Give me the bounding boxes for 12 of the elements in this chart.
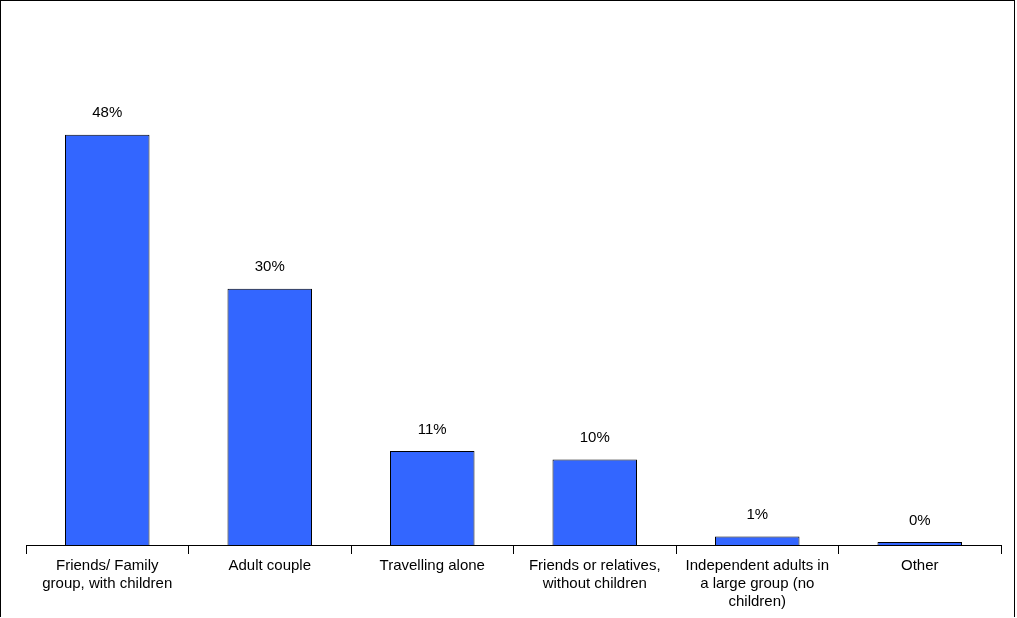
x-tick-label: Adult couple	[228, 556, 312, 574]
x-tick-label: Friends or relatives, without children	[528, 556, 661, 592]
data-label: 30%	[254, 257, 285, 275]
x-tick-label: Other	[900, 556, 939, 574]
data-label: 48%	[92, 103, 123, 121]
x-tick-label: Independent adults in a large group (no children)	[685, 556, 829, 610]
x-tick-label: Friends/ Family group, with children	[42, 556, 173, 592]
data-label: 10%	[579, 428, 610, 446]
data-label: 11%	[417, 419, 447, 437]
x-tick-label: Travelling alone	[379, 556, 485, 574]
data-label: 0%	[908, 510, 931, 528]
data-label: 1%	[746, 505, 769, 523]
